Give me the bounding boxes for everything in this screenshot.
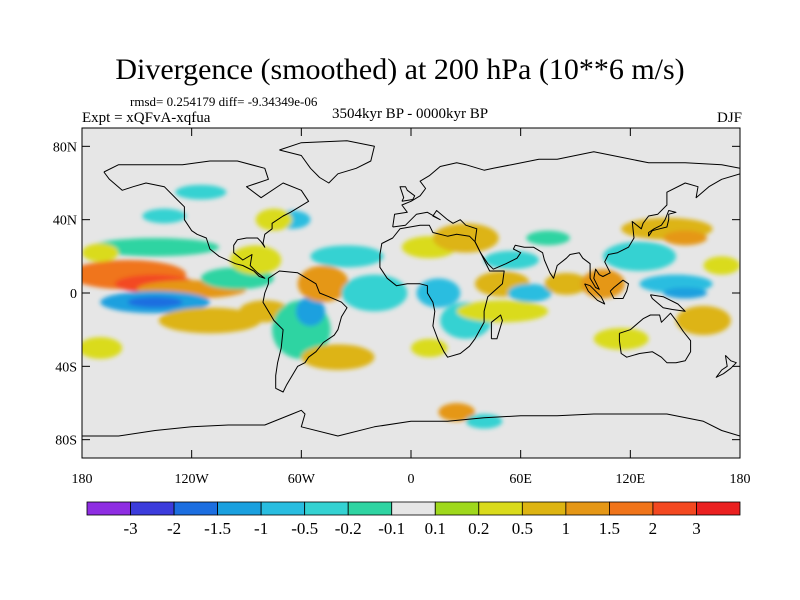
divergence-region-12 bbox=[295, 296, 326, 327]
colorbar-swatch bbox=[86, 501, 131, 516]
divergence-region-42 bbox=[465, 414, 503, 429]
y-tick-label: 40N bbox=[53, 214, 77, 229]
colorbar-label: 0.5 bbox=[512, 519, 533, 538]
divergence-region-16 bbox=[301, 344, 375, 370]
divergence-region-36 bbox=[663, 287, 708, 299]
stats-text: rmsd= 0.254179 diff= -9.34349e-06 bbox=[130, 94, 318, 109]
x-tick-label: 120W bbox=[175, 472, 210, 487]
coast-australia bbox=[618, 312, 692, 364]
divergence-region-13 bbox=[297, 265, 349, 303]
chart-title: Divergence (smoothed) at 200 hPa (10**6 … bbox=[115, 53, 685, 86]
divergence-region-29 bbox=[544, 272, 589, 295]
coast-eurasia bbox=[392, 151, 740, 290]
colorbar-swatch bbox=[347, 501, 393, 516]
colorbar-swatch bbox=[434, 501, 480, 516]
colorbar-label: 1.5 bbox=[599, 519, 620, 538]
divergence-region-27 bbox=[484, 250, 539, 270]
colorbar-label: 0.1 bbox=[425, 519, 446, 538]
coast-britain bbox=[399, 186, 416, 202]
coast-new-guinea bbox=[649, 294, 686, 312]
divergence-region-28 bbox=[507, 283, 552, 303]
colorbar-swatch bbox=[521, 501, 567, 516]
colorbar-label: 0.2 bbox=[468, 519, 489, 538]
divergence-region-4 bbox=[127, 296, 183, 308]
colorbar-label: -0.2 bbox=[335, 519, 362, 538]
colorbar-swatch bbox=[217, 501, 262, 516]
divergence-region-30 bbox=[526, 230, 571, 246]
experiment-label: Expt = xQFvA-xqfua bbox=[82, 110, 211, 126]
divergence-region-9 bbox=[230, 245, 282, 275]
coast-antarctica bbox=[82, 409, 740, 437]
coast-south-america bbox=[262, 270, 348, 393]
divergence-region-41 bbox=[438, 403, 475, 422]
colorbar-label: -3 bbox=[123, 519, 137, 538]
colorbar-swatch bbox=[304, 501, 349, 516]
divergence-region-6 bbox=[82, 243, 119, 262]
x-tick-label: 0 bbox=[408, 472, 415, 487]
coast-north-america bbox=[103, 160, 310, 279]
colorbar-label: -2 bbox=[167, 519, 181, 538]
colorbar-swatch bbox=[609, 501, 654, 516]
divergence-region-43 bbox=[82, 337, 123, 359]
divergence-region-31 bbox=[580, 269, 625, 299]
divergence-region-39 bbox=[703, 256, 740, 275]
colorbar-swatch bbox=[173, 501, 218, 516]
colorbar-swatch bbox=[130, 501, 175, 516]
x-tick-label: 60W bbox=[288, 472, 316, 487]
coast-africa bbox=[379, 224, 505, 358]
x-tick-label: 180 bbox=[730, 472, 751, 487]
divergence-region-15 bbox=[310, 245, 384, 268]
y-tick-label: 80S bbox=[55, 434, 77, 449]
coast-borneo bbox=[609, 279, 629, 299]
divergence-region-19 bbox=[142, 208, 187, 224]
colorbar-label: 1 bbox=[562, 519, 571, 538]
y-tick-label: 0 bbox=[70, 287, 77, 302]
colorbar-label: -0.1 bbox=[378, 519, 405, 538]
colorbar-label: -1 bbox=[254, 519, 268, 538]
colorbar-swatch bbox=[696, 501, 741, 516]
season-label: DJF bbox=[716, 110, 742, 126]
y-tick-label: 80N bbox=[53, 140, 77, 155]
divergence-region-32 bbox=[602, 241, 677, 271]
y-tick-label: 40S bbox=[55, 360, 77, 375]
divergence-region-21 bbox=[432, 223, 499, 253]
divergence-region-5 bbox=[91, 238, 220, 257]
divergence-region-37 bbox=[676, 305, 731, 336]
colorbar-swatch bbox=[391, 501, 436, 516]
divergence-region-22 bbox=[416, 278, 461, 308]
colorbar-label: 2 bbox=[649, 519, 658, 538]
divergence-region-40 bbox=[175, 184, 227, 200]
coast-japan bbox=[648, 210, 677, 237]
colorbar-swatch bbox=[478, 501, 523, 516]
x-tick-label: 180 bbox=[72, 472, 93, 487]
colorbar-swatch bbox=[260, 501, 306, 516]
coast-madagascar bbox=[490, 314, 503, 340]
divergence-region-24 bbox=[411, 338, 448, 358]
colorbar-label: -1.5 bbox=[204, 519, 231, 538]
divergence-region-14 bbox=[341, 274, 408, 312]
divergence-region-34 bbox=[663, 230, 708, 246]
coast-new-zealand bbox=[715, 354, 737, 378]
coast-sumatra bbox=[584, 283, 606, 305]
colorbar-swatch bbox=[565, 501, 610, 516]
divergence-region-7 bbox=[158, 307, 262, 334]
x-tick-label: 120E bbox=[616, 472, 646, 487]
divergence-region-26 bbox=[456, 300, 549, 323]
divergence-region-18 bbox=[255, 208, 293, 231]
colorbar-label: -0.5 bbox=[291, 519, 318, 538]
coast-greenland bbox=[279, 140, 375, 184]
divergence-region-38 bbox=[593, 327, 649, 350]
x-tick-label: 60E bbox=[509, 472, 532, 487]
colorbar-label: 3 bbox=[692, 519, 701, 538]
colorbar-swatch bbox=[652, 501, 697, 516]
period-label: 3504kyr BP - 0000kyr BP bbox=[331, 106, 489, 122]
